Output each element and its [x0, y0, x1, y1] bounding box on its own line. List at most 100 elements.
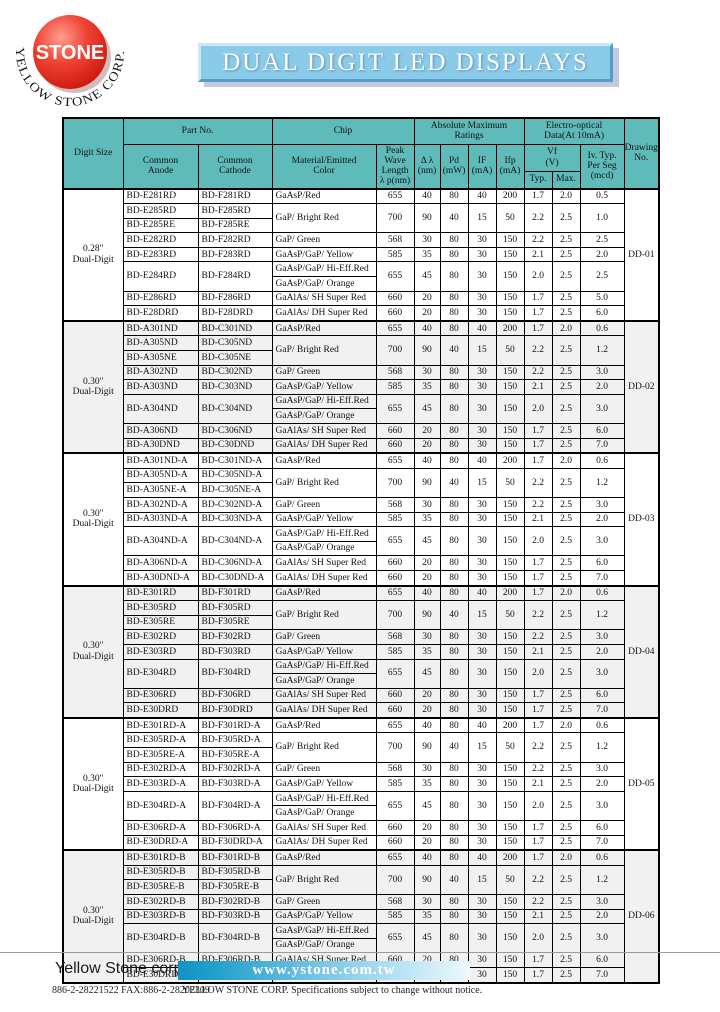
- abs-max-value-cell: 40: [413, 187, 441, 205]
- vf-value-cell: 1.7: [523, 305, 553, 322]
- emitted-color-cell: GaAsP/Red: [271, 849, 377, 866]
- abs-max-value-cell: 30: [467, 629, 497, 645]
- wavelength-cell: 655: [375, 319, 415, 337]
- vf-value-cell: 2.5: [551, 820, 581, 836]
- part-no-anode-cell: BD-E284RD: [122, 261, 199, 292]
- wavelength-cell: 660: [375, 569, 415, 587]
- abs-max-value-cell: 80: [439, 437, 469, 454]
- vf-value-cell: 2.5: [551, 569, 581, 587]
- abs-max-value-cell: 80: [439, 834, 469, 851]
- iv-value-cell: 2.5: [579, 261, 625, 292]
- website-link[interactable]: www.ystone.com.tw: [178, 961, 470, 980]
- part-no-anode-cell: BD-A306ND-A: [122, 555, 199, 571]
- abs-max-value-cell: 40: [413, 452, 441, 469]
- table-row: BD-A30DND-A BD-C30DND-A GaAlAs/ DH Super R…: [63, 569, 659, 587]
- abs-max-value-cell: 20: [413, 569, 441, 587]
- abs-max-value-cell: 90: [413, 467, 441, 498]
- table-row: BD-A305ND-A BD-C305ND-A GaP/ Bright Red 700…: [63, 467, 659, 498]
- iv-value-cell: 1.2: [579, 467, 625, 498]
- wavelength-cell: 585: [375, 643, 415, 660]
- footer-company-name: Yellow Stone corp.: [55, 960, 187, 977]
- abs-max-value-cell: 30: [413, 496, 441, 513]
- abs-max-value-cell: 30: [467, 908, 497, 925]
- abs-max-value-cell: 200: [495, 716, 525, 734]
- iv-value-cell: 7.0: [579, 966, 625, 984]
- abs-max-value-cell: 50: [495, 732, 525, 763]
- emitted-color-cell: GaP/ Bright Red: [271, 335, 377, 366]
- abs-max-value-cell: 30: [467, 687, 497, 704]
- vf-value-cell: 2.5: [551, 335, 581, 366]
- abs-max-value-cell: 30: [467, 761, 497, 778]
- abs-max-value-cell: 15: [467, 732, 497, 763]
- vf-value-cell: 2.2: [523, 232, 553, 248]
- part-no-anode-cell: BD-E306RD-A: [122, 820, 199, 836]
- part-no-anode-cell: BD-E301RD: [122, 584, 199, 602]
- emitted-color-cell: GaP/ Bright Red: [271, 600, 377, 631]
- vf-value-cell: 1.7: [523, 319, 553, 337]
- drawing-no-cell: DD-06: [623, 849, 660, 984]
- header-pd: Pd (mW): [439, 143, 469, 189]
- vf-value-cell: 2.5: [551, 379, 581, 395]
- iv-value-cell: 0.6: [579, 716, 625, 734]
- table-row: BD-E30DRD-A BD-F30DRD-A GaAlAs/ DH Super R…: [63, 834, 659, 851]
- abs-max-value-cell: 30: [467, 658, 497, 689]
- part-no-anode-cell: BD-E286RD: [122, 290, 199, 307]
- abs-max-value-cell: 20: [413, 290, 441, 307]
- abs-max-value-cell: 30: [467, 923, 497, 954]
- abs-max-value-cell: 30: [467, 246, 497, 263]
- part-no-cathode-cell: BD-F303RD: [197, 643, 273, 660]
- part-no-cathode-cell: BD-C30DND-A: [197, 569, 273, 587]
- table-row: GaAsP/GaP/ Orange: [63, 805, 659, 822]
- table-row: 0.30" Dual-Digit BD-E301RD BD-F301RD GaAsP/…: [62, 584, 660, 719]
- abs-max-value-cell: 80: [439, 716, 469, 734]
- abs-max-value-cell: 30: [467, 393, 497, 425]
- wavelength-cell: 660: [375, 290, 415, 307]
- abs-max-value-cell: 150: [495, 923, 525, 954]
- part-no-anode-cell: BD-E304RD-B: [122, 923, 199, 954]
- part-no-cathode-cell: BD-C302ND-A: [197, 496, 273, 513]
- header-common-anode: Common Anode: [122, 143, 199, 189]
- part-no-cathode-cell: BD-C304ND-A: [197, 526, 273, 557]
- vf-value-cell: 2.2: [523, 629, 553, 645]
- header-vf-typ: Typ.: [523, 170, 553, 190]
- vf-value-cell: 1.7: [523, 452, 553, 469]
- abs-max-value-cell: 80: [439, 908, 469, 925]
- part-no-anode-cell: BD-A303ND: [122, 379, 199, 395]
- part-no-anode-cell: BD-E30DRD: [122, 702, 199, 719]
- abs-max-value-cell: 80: [439, 496, 469, 513]
- wavelength-cell: 660: [375, 834, 415, 851]
- wavelength-cell: 700: [375, 335, 415, 366]
- table-row: BD-A304ND BD-C304ND GaAsP/GaP/ Hi-Eff.Red 6…: [63, 393, 659, 425]
- vf-value-cell: 2.2: [523, 761, 553, 778]
- abs-max-value-cell: 40: [413, 584, 441, 602]
- abs-max-value-cell: 45: [413, 790, 441, 822]
- wavelength-cell: 660: [375, 423, 415, 439]
- emitted-color-cell: GaP/ Green: [271, 761, 377, 778]
- abs-max-value-cell: 150: [495, 305, 525, 322]
- abs-max-value-cell: 150: [495, 966, 525, 984]
- vf-value-cell: 2.5: [551, 658, 581, 689]
- header-drawing-no: Drawing No.: [623, 117, 660, 189]
- vf-value-cell: 2.0: [551, 319, 581, 337]
- part-no-cathode-cell: BD-F302RD: [197, 629, 273, 645]
- abs-max-value-cell: 35: [413, 908, 441, 925]
- abs-max-value-cell: 150: [495, 790, 525, 822]
- wavelength-cell: 568: [375, 761, 415, 778]
- led-spec-table: Digit Size Part No. Chip Absolute Maximu…: [62, 117, 661, 984]
- part-no-cathode-cell: BD-C301ND-A: [197, 452, 273, 469]
- abs-max-value-cell: 30: [467, 952, 497, 968]
- vf-value-cell: 2.5: [551, 526, 581, 557]
- vf-value-cell: 2.5: [551, 232, 581, 248]
- abs-max-value-cell: 150: [495, 658, 525, 689]
- abs-max-value-cell: 15: [467, 467, 497, 498]
- table-row: BD-E303RD-A BD-F303RD-A GaAsP/GaP/ Yellow 5…: [63, 776, 659, 792]
- abs-max-value-cell: 150: [495, 496, 525, 513]
- abs-max-value-cell: 40: [413, 849, 441, 866]
- table-row: BD-E305RE BD-F305RE: [63, 614, 659, 631]
- part-no-anode-cell: BD-E304RD-A: [122, 790, 199, 822]
- iv-value-cell: 1.0: [579, 203, 625, 234]
- iv-value-cell: 1.2: [579, 732, 625, 763]
- vf-value-cell: 2.5: [551, 864, 581, 896]
- wavelength-cell: 585: [375, 908, 415, 925]
- vf-value-cell: 1.7: [523, 702, 553, 719]
